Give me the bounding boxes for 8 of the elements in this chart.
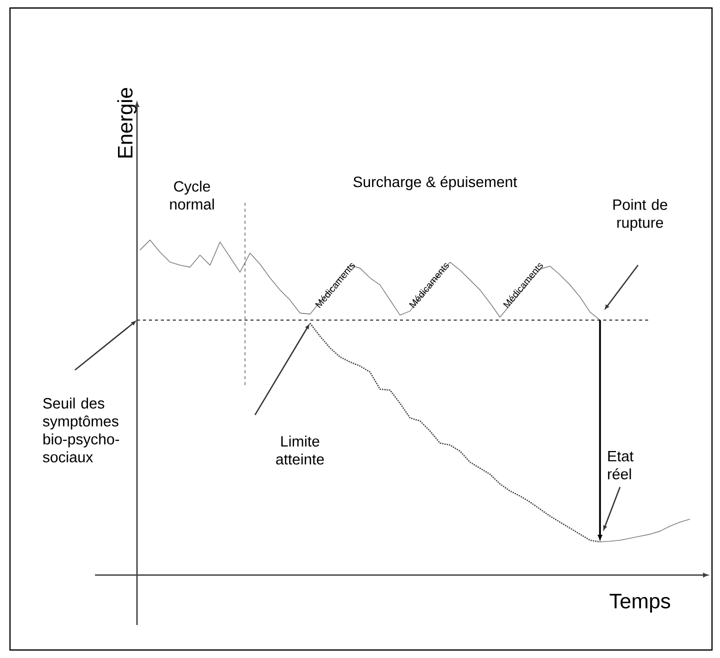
annotation: Etat réel bbox=[608, 451, 634, 480]
text: Cycle normal bbox=[170, 180, 214, 210]
x-axis-title: Temps bbox=[610, 594, 670, 613]
text: Point de rupture bbox=[613, 198, 668, 231]
text: Seuil des symptômes bio-psycho-sociaux bbox=[42, 398, 120, 462]
y-axis-title: Energie bbox=[117, 88, 137, 158]
annotation: Limite atteinte bbox=[276, 436, 324, 465]
text: Surcharge & épuisement bbox=[353, 176, 518, 190]
